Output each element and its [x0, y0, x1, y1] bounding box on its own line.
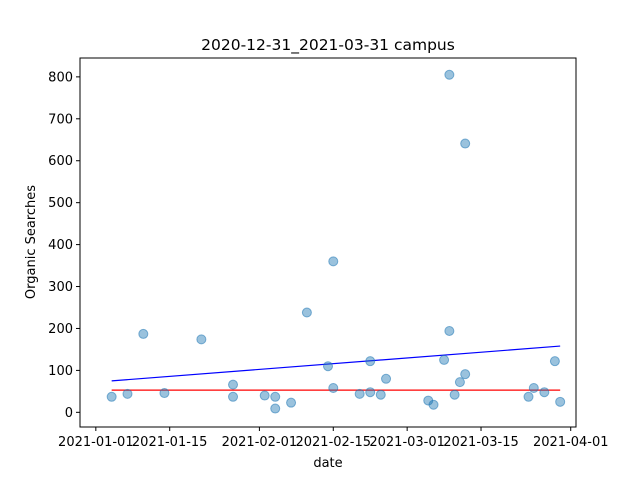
data-point	[286, 397, 297, 408]
data-point	[159, 388, 170, 399]
data-point	[323, 361, 333, 372]
data-point	[555, 396, 566, 407]
y-tick-label: 800	[48, 70, 73, 85]
data-point	[138, 328, 149, 339]
data-point	[549, 356, 560, 367]
data-point	[523, 391, 534, 402]
data-point	[228, 379, 239, 390]
y-tick-label: 200	[48, 322, 73, 337]
plot-frame	[79, 57, 577, 428]
x-tick-label: 2021-01-01	[58, 435, 134, 450]
y-tick-label: 100	[48, 364, 73, 379]
y-tick-label: 400	[48, 238, 73, 253]
data-point	[375, 389, 386, 400]
data-point	[328, 383, 339, 394]
data-point	[106, 391, 117, 402]
x-tick-label: 2021-02-01	[222, 435, 298, 450]
x-axis-label: date	[313, 456, 342, 471]
x-tick-label: 2021-02-15	[295, 435, 371, 450]
x-tick-label: 2021-03-01	[369, 435, 445, 450]
y-axis-label: Organic Searches	[24, 185, 39, 299]
y-tick-label: 0	[65, 406, 73, 421]
chart-title: 2020-12-31_2021-03-31 campus	[201, 36, 455, 55]
data-point	[365, 387, 376, 398]
data-point	[270, 391, 281, 402]
data-point	[460, 369, 471, 380]
data-point	[122, 388, 133, 399]
data-point	[381, 373, 392, 384]
data-point	[228, 391, 239, 402]
data-point	[270, 403, 281, 414]
data-point	[428, 399, 439, 410]
data-point	[454, 377, 465, 388]
x-tick-label: 2021-03-15	[443, 435, 519, 450]
y-tick-label: 700	[48, 112, 73, 127]
y-tick-label: 600	[48, 154, 73, 169]
data-point	[528, 383, 539, 394]
data-point	[365, 356, 376, 367]
data-point	[439, 354, 450, 365]
data-point	[301, 307, 312, 318]
data-point	[539, 387, 550, 398]
y-tick-label: 300	[48, 280, 73, 295]
data-point	[444, 69, 455, 80]
x-tick-label: 2021-04-01	[533, 435, 609, 450]
y-tick-label: 500	[48, 196, 73, 211]
data-point	[354, 388, 365, 399]
data-point	[444, 325, 455, 336]
data-point	[460, 138, 471, 149]
x-tick-label: 2021-01-15	[132, 435, 208, 450]
data-point	[196, 334, 207, 345]
trend-line	[111, 345, 561, 382]
data-point	[449, 389, 460, 400]
data-point	[328, 256, 339, 267]
data-point	[259, 390, 270, 401]
